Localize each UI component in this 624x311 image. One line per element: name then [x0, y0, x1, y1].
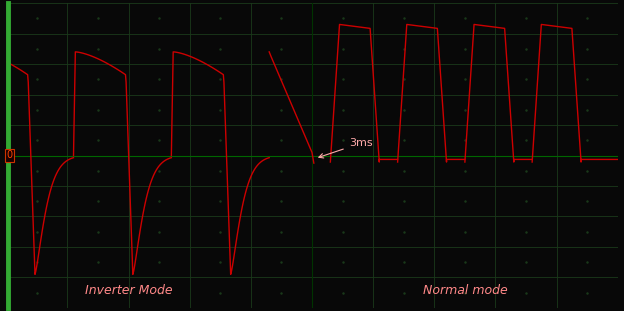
- Text: 3ms: 3ms: [319, 138, 373, 158]
- Text: 0: 0: [6, 151, 12, 160]
- Text: Inverter Mode: Inverter Mode: [85, 284, 172, 297]
- Text: Normal mode: Normal mode: [422, 284, 507, 297]
